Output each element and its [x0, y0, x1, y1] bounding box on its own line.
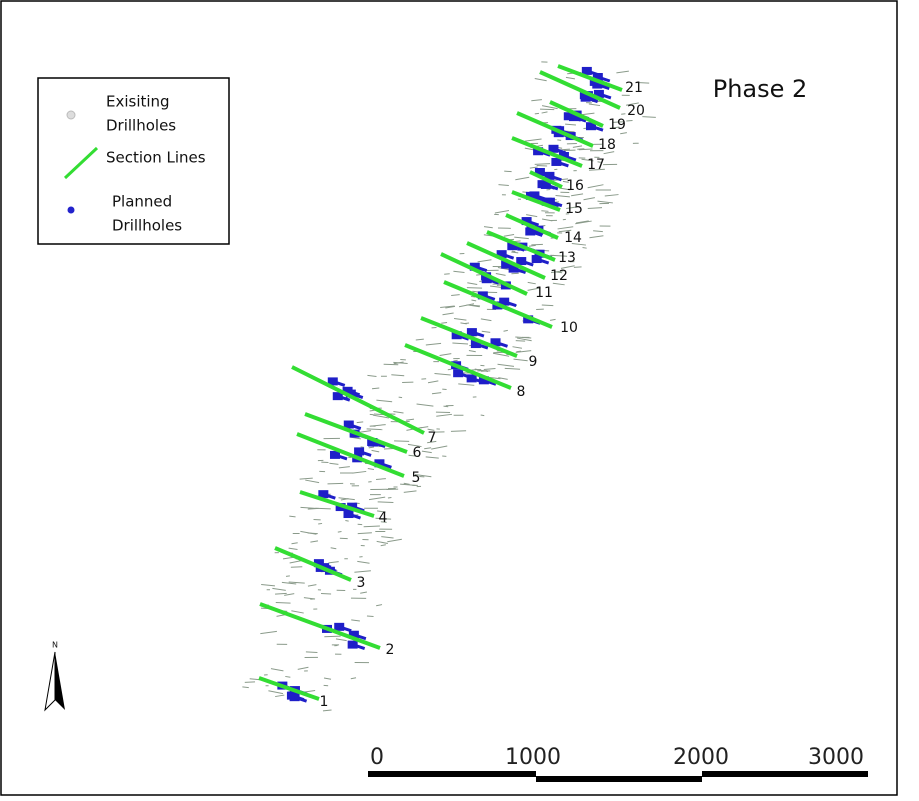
- existing-drillhole: [531, 244, 543, 245]
- existing-drillhole: [504, 171, 511, 172]
- existing-drillhole: [338, 532, 342, 533]
- existing-drillhole: [481, 415, 485, 416]
- section-label: 14: [564, 230, 582, 246]
- section-label: 1: [320, 694, 329, 710]
- existing-drillhole: [541, 211, 548, 212]
- legend-label: Drillholes: [112, 217, 182, 235]
- existing-drillhole: [583, 248, 587, 249]
- section-label: 4: [379, 510, 388, 526]
- section-label: 11: [535, 285, 553, 301]
- existing-drillhole: [542, 305, 554, 306]
- section-label: 18: [598, 137, 616, 153]
- section-label: 9: [529, 354, 538, 370]
- legend: Exisiting Drillholes Section Lines Plann…: [38, 78, 229, 244]
- scale-label: 2000: [673, 745, 729, 770]
- legend-label: Planned: [112, 193, 172, 211]
- existing-drillhole: [357, 422, 364, 423]
- existing-drillhole: [289, 516, 295, 517]
- legend-label: Section Lines: [106, 149, 206, 167]
- existing-drillhole: [361, 447, 364, 448]
- section-label: 19: [608, 117, 626, 133]
- existing-drillhole: [574, 267, 582, 268]
- existing-drillhole: [384, 364, 399, 365]
- existing-drillhole: [318, 523, 322, 524]
- existing-drillhole: [557, 140, 561, 141]
- existing-drillhole: [308, 508, 319, 509]
- existing-drillhole: [308, 533, 318, 534]
- existing-drillhole: [345, 521, 348, 522]
- existing-drillhole: [245, 682, 255, 683]
- existing-drillhole: [378, 502, 394, 503]
- existing-drillhole: [516, 351, 521, 352]
- section-label: 8: [517, 384, 526, 400]
- existing-drillhole: [443, 406, 448, 407]
- section-label: 16: [566, 178, 584, 194]
- existing-drillhole: [399, 397, 402, 398]
- scale-segment: [368, 771, 536, 777]
- scale-label: 0: [370, 745, 384, 770]
- existing-drillhole: [276, 603, 291, 604]
- existing-drillhole: [451, 431, 466, 432]
- scale-segment: [536, 776, 702, 782]
- section-label: 17: [587, 157, 605, 173]
- section-label: 2: [386, 642, 395, 658]
- existing-drillhole: [327, 483, 343, 484]
- north-label: N: [52, 641, 58, 650]
- legend-label: Drillholes: [106, 117, 176, 135]
- legend-planned-symbol: [68, 207, 75, 214]
- section-label: 6: [413, 445, 422, 461]
- existing-drillhole: [465, 323, 469, 324]
- section-label: 10: [560, 320, 578, 336]
- existing-drillhole: [516, 341, 525, 342]
- section-label: 12: [550, 268, 568, 284]
- section-label: 3: [357, 575, 366, 591]
- legend-label: Exisiting: [106, 93, 170, 111]
- legend-existing-symbol: [67, 111, 75, 119]
- section-label: 21: [625, 80, 643, 96]
- scale-label: 3000: [808, 745, 864, 770]
- existing-drillhole: [535, 113, 539, 114]
- existing-drillhole: [324, 636, 340, 637]
- existing-drillhole: [306, 652, 318, 653]
- phase-title: Phase 2: [713, 75, 808, 103]
- existing-drillhole: [367, 616, 374, 617]
- section-label: 15: [565, 201, 583, 217]
- existing-drillhole: [275, 593, 287, 594]
- section-label: 7: [428, 430, 437, 446]
- scale-segment: [702, 771, 868, 777]
- scale-label: 1000: [505, 745, 561, 770]
- section-label: 5: [412, 470, 421, 486]
- existing-drillhole: [388, 497, 392, 498]
- existing-drillhole: [242, 687, 248, 688]
- existing-drillhole: [372, 388, 379, 389]
- section-label: 13: [558, 250, 576, 266]
- section-label: 20: [627, 103, 645, 119]
